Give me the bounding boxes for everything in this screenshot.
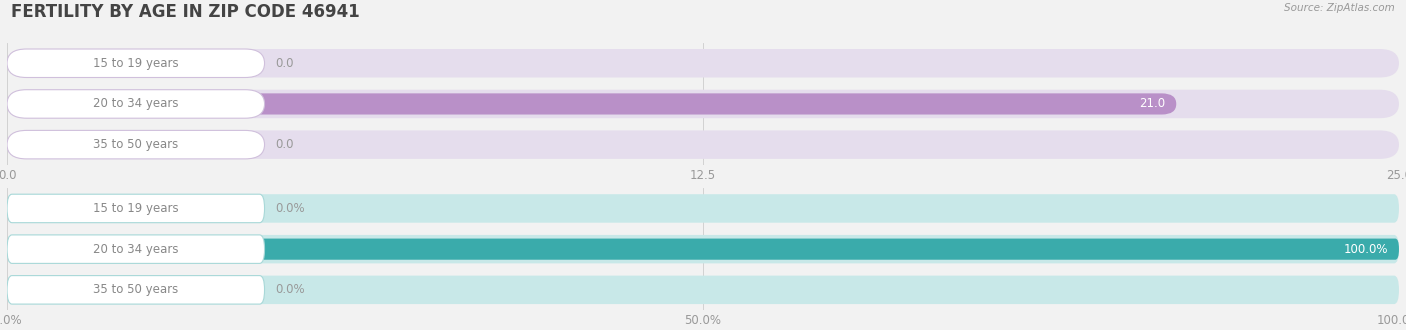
Text: 35 to 50 years: 35 to 50 years (93, 283, 179, 296)
Text: 15 to 19 years: 15 to 19 years (93, 202, 179, 215)
Text: 0.0%: 0.0% (276, 283, 305, 296)
Text: 0.0: 0.0 (276, 138, 294, 151)
FancyBboxPatch shape (7, 90, 1399, 118)
FancyBboxPatch shape (7, 276, 1399, 304)
Text: 21.0: 21.0 (1139, 97, 1166, 111)
FancyBboxPatch shape (7, 235, 264, 263)
Text: 0.0: 0.0 (276, 57, 294, 70)
Text: 100.0%: 100.0% (1343, 243, 1388, 256)
FancyBboxPatch shape (7, 239, 1399, 260)
FancyBboxPatch shape (7, 49, 264, 78)
FancyBboxPatch shape (7, 194, 264, 223)
FancyBboxPatch shape (7, 49, 1399, 78)
Text: 15 to 19 years: 15 to 19 years (93, 57, 179, 70)
Text: 20 to 34 years: 20 to 34 years (93, 243, 179, 256)
Text: 20 to 34 years: 20 to 34 years (93, 97, 179, 111)
Text: 0.0%: 0.0% (276, 202, 305, 215)
FancyBboxPatch shape (7, 90, 264, 118)
FancyBboxPatch shape (7, 194, 1399, 223)
Text: Source: ZipAtlas.com: Source: ZipAtlas.com (1284, 3, 1395, 13)
FancyBboxPatch shape (7, 276, 264, 304)
FancyBboxPatch shape (7, 130, 1399, 159)
FancyBboxPatch shape (7, 130, 264, 159)
FancyBboxPatch shape (7, 93, 1177, 115)
FancyBboxPatch shape (7, 235, 1399, 263)
Text: FERTILITY BY AGE IN ZIP CODE 46941: FERTILITY BY AGE IN ZIP CODE 46941 (11, 3, 360, 21)
Text: 35 to 50 years: 35 to 50 years (93, 138, 179, 151)
